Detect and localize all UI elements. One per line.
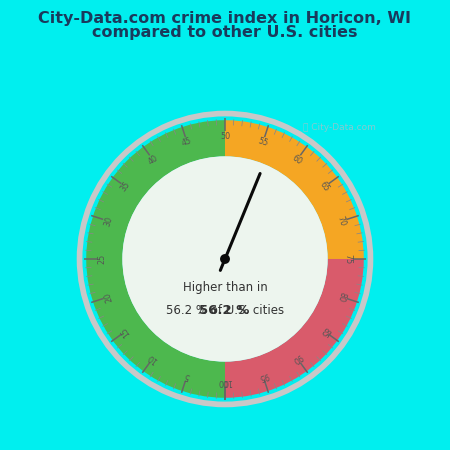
Text: 80: 80	[336, 291, 348, 303]
Wedge shape	[86, 120, 225, 398]
Text: 100: 100	[217, 377, 233, 386]
Text: 95: 95	[256, 370, 269, 382]
Wedge shape	[225, 120, 364, 259]
Text: 20: 20	[102, 291, 114, 303]
Text: 5: 5	[183, 371, 191, 381]
Text: 40: 40	[146, 153, 159, 166]
Text: 🔍 City-Data.com: 🔍 City-Data.com	[303, 123, 375, 132]
Text: 25: 25	[98, 254, 107, 264]
Wedge shape	[76, 111, 373, 407]
Text: 0: 0	[222, 377, 228, 386]
Wedge shape	[225, 259, 364, 398]
Text: 65: 65	[318, 180, 331, 194]
Text: 85: 85	[318, 324, 331, 338]
Circle shape	[220, 254, 230, 264]
Text: Higher than in: Higher than in	[183, 281, 267, 294]
Text: 45: 45	[181, 136, 193, 148]
Text: 50: 50	[220, 132, 230, 141]
Text: 70: 70	[336, 215, 348, 227]
Wedge shape	[122, 156, 328, 362]
Text: 55: 55	[256, 136, 269, 148]
Text: 10: 10	[146, 352, 159, 365]
Circle shape	[122, 156, 328, 362]
Text: 75: 75	[343, 254, 352, 264]
Text: 56.2 %: 56.2 %	[199, 304, 250, 317]
Text: 35: 35	[119, 180, 132, 194]
Text: compared to other U.S. cities: compared to other U.S. cities	[92, 25, 358, 40]
Text: City-Data.com crime index in Horicon, WI: City-Data.com crime index in Horicon, WI	[39, 11, 411, 26]
Text: 56.2 % of U.S. cities: 56.2 % of U.S. cities	[166, 304, 284, 317]
Text: 90: 90	[290, 352, 304, 365]
Text: 30: 30	[102, 215, 114, 227]
Text: 15: 15	[119, 324, 132, 338]
Text: 60: 60	[291, 153, 304, 166]
